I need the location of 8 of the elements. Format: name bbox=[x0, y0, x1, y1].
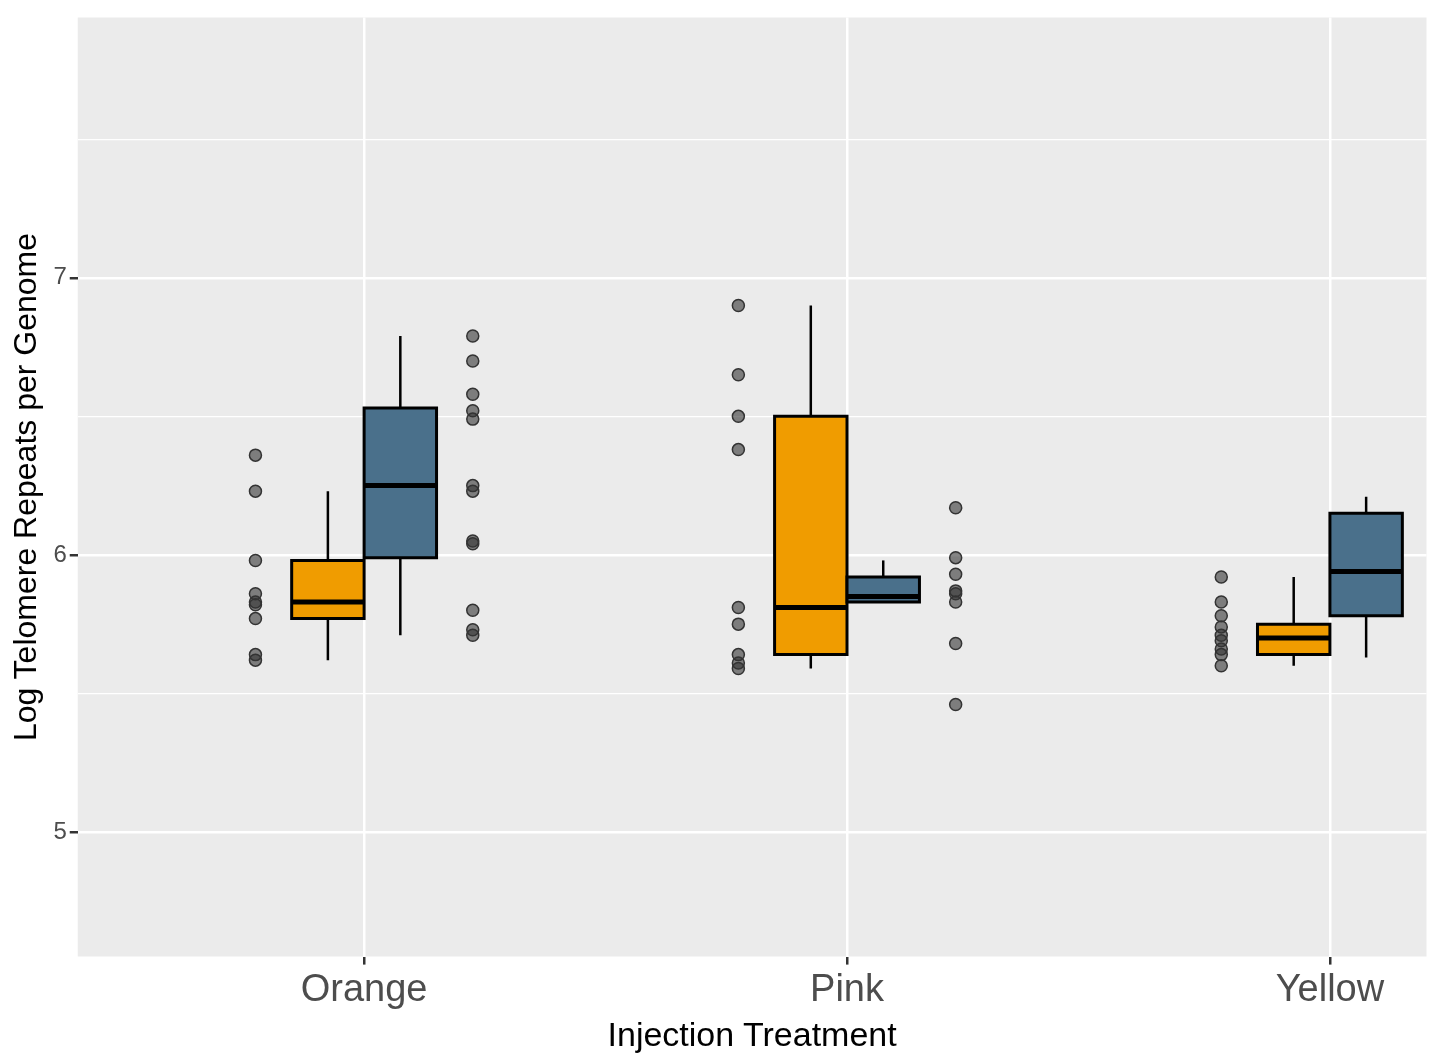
x-axis-title: Injection Treatment bbox=[607, 1014, 898, 1053]
y-axis-title: Log Telomere Repeats per Genome bbox=[7, 232, 44, 742]
y-tick-label: 7 bbox=[53, 262, 67, 290]
x-tick-label: Pink bbox=[810, 966, 885, 1009]
x-tick-label: Orange bbox=[300, 966, 428, 1009]
y-tick-label: 5 bbox=[53, 816, 67, 844]
y-tick-label: 6 bbox=[53, 539, 67, 567]
x-tick-label: Yellow bbox=[1275, 966, 1385, 1009]
